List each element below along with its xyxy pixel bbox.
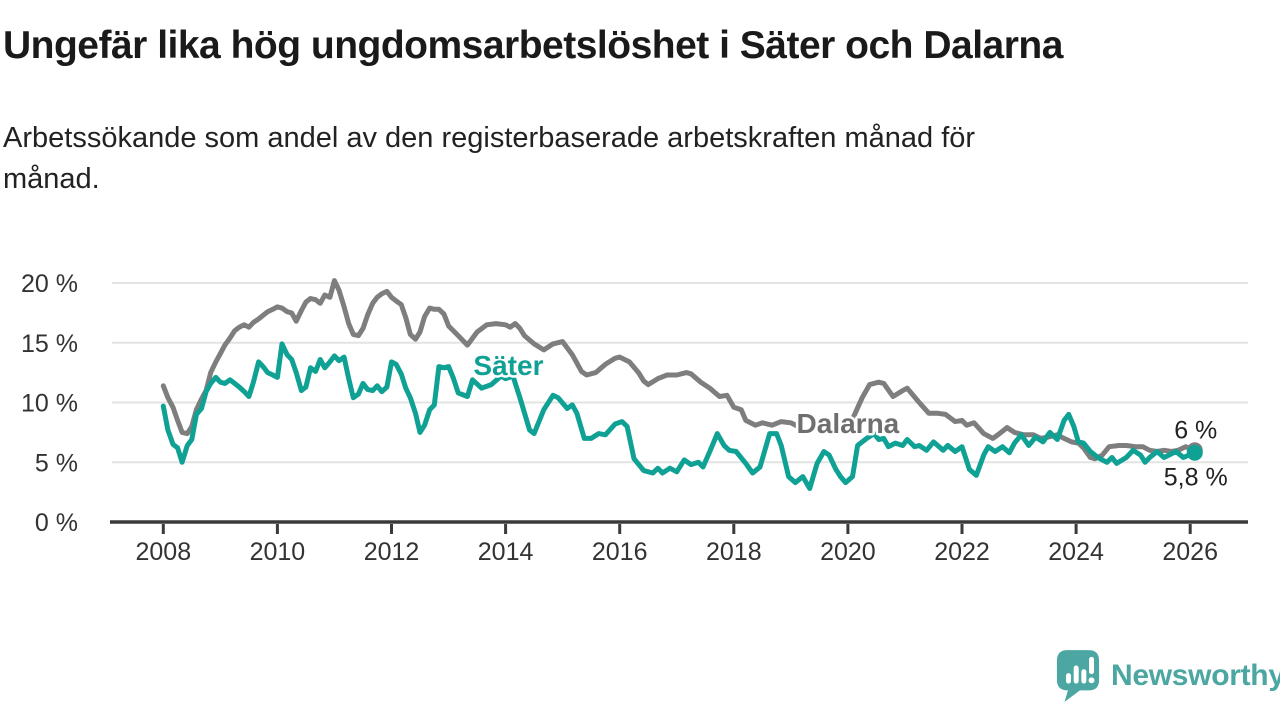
- x-tick-label: 2022: [934, 538, 990, 566]
- x-tick-label: 2010: [250, 538, 306, 566]
- page-title: Ungefär lika hög ungdomsarbetslöshet i S…: [3, 24, 1063, 67]
- page-subtitle: Arbetssökande som andel av den registerb…: [3, 122, 976, 195]
- x-tick-label: 2024: [1048, 538, 1104, 566]
- end-dot-säter: [1186, 444, 1203, 461]
- y-tick-label: 0 %: [35, 509, 78, 537]
- x-tick-label: 2016: [592, 538, 648, 566]
- newsworthy-logo-text: Newsworthy: [1111, 659, 1280, 692]
- x-tick-label: 2018: [706, 538, 762, 566]
- x-tick-label: 2014: [478, 538, 534, 566]
- x-tick-label: 2020: [820, 538, 876, 566]
- x-tick-label: 2008: [135, 538, 191, 566]
- x-tick-label: 2026: [1162, 538, 1218, 566]
- series-line-dalarna: [160, 278, 1198, 462]
- series-line-säter: [160, 341, 1198, 491]
- y-tick-label: 15 %: [21, 330, 78, 358]
- y-tick-label: 10 %: [21, 390, 78, 418]
- y-tick-label: 20 %: [21, 270, 78, 298]
- y-tick-label: 5 %: [35, 449, 78, 477]
- end-value-label-säter: 5,8 %: [1164, 464, 1228, 492]
- end-value-label-dalarna: 6 %: [1174, 416, 1217, 444]
- newsworthy-logo: Newsworthy: [1055, 648, 1280, 704]
- series-label-säter: Säter: [473, 350, 543, 381]
- newsworthy-logo-icon: [1056, 650, 1100, 702]
- series-label-dalarna: Dalarna: [797, 408, 900, 439]
- x-tick-label: 2012: [364, 538, 420, 566]
